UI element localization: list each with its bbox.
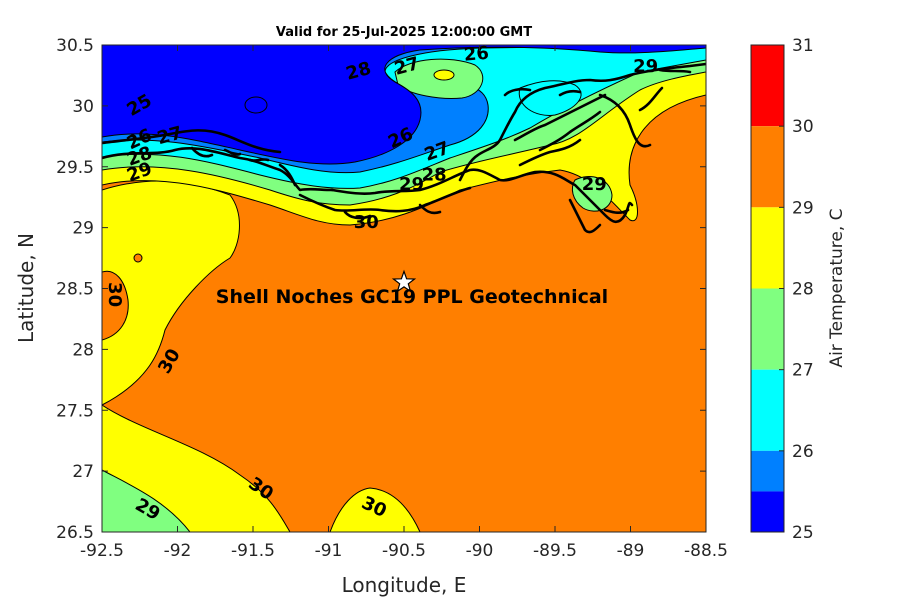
contour-label: 28	[422, 164, 447, 185]
contour-label: 26	[463, 43, 490, 66]
x-tick-label: -92	[164, 541, 192, 561]
temp-field-orange-lobe	[102, 270, 129, 341]
colorbar-band	[751, 288, 784, 370]
colorbar-tick-label: 30	[792, 117, 814, 137]
x-axis-ticks: -92.5 -92 -91.5 -91 -90.5 -90 -89.5 -89 -88.5	[80, 45, 728, 561]
y-tick-label: 30	[72, 97, 94, 117]
x-axis-label: Longitude, E	[342, 573, 467, 597]
colorbar-label: Air Temperature, C	[827, 208, 847, 367]
contour-label: 30	[354, 212, 379, 233]
colorbar-tick-label: 26	[792, 442, 814, 462]
colorbar-band	[751, 207, 784, 289]
site-label: Shell Noches GC19 PPL Geotechnical	[216, 286, 608, 308]
colorbar: 31 30 29 28 27 26 25	[750, 36, 814, 543]
y-tick-label: 27	[72, 462, 94, 482]
colorbar-band	[751, 126, 784, 208]
y-axis-ticks: 30.5 30 29.5 29 28.5 28 27.5 27 26.5	[56, 36, 706, 543]
x-tick-label: -92.5	[80, 541, 124, 561]
x-tick-label: -88.5	[684, 541, 728, 561]
temp-field-yellow-spot	[433, 69, 455, 81]
x-tick-label: -90.5	[382, 541, 426, 561]
temp-field-orange-spot	[133, 253, 143, 263]
x-tick-label: -91	[315, 541, 343, 561]
star-icon	[391, 269, 417, 293]
y-tick-label: 28	[72, 340, 94, 360]
x-tick-label: -89.5	[533, 541, 577, 561]
x-tick-label: -91.5	[231, 541, 275, 561]
colorbar-tick-label: 28	[792, 280, 814, 300]
temp-field-yellow-south	[329, 487, 421, 532]
temp-field-cyan-inland	[518, 80, 582, 116]
colorbar-band	[751, 369, 784, 451]
colorbar-tick-label: 29	[792, 198, 814, 218]
colorbar-band	[751, 491, 784, 532]
y-tick-label: 30.5	[56, 36, 94, 56]
colorbar-band	[751, 450, 784, 492]
contour-label: 29	[633, 56, 658, 77]
contour-label: 29	[399, 174, 424, 195]
site-marker-group	[391, 269, 417, 293]
colorbar-tick-label: 25	[792, 523, 814, 543]
y-tick-label: 29	[72, 219, 94, 239]
contour-label: 30	[104, 282, 125, 307]
y-tick-label: 28.5	[56, 280, 94, 300]
y-tick-label: 27.5	[56, 401, 94, 421]
temp-field-green-east	[571, 176, 613, 212]
coastline	[102, 62, 706, 234]
y-tick-label: 29.5	[56, 158, 94, 178]
colorbar-tick-label: 27	[792, 361, 814, 381]
y-axis-label: Latitude, N	[14, 233, 38, 343]
temp-field-contour-25-loop	[244, 96, 268, 114]
y-tick-label: 26.5	[56, 523, 94, 543]
colorbar-band	[751, 45, 784, 127]
map-title: Valid for 25-Jul-2025 12:00:00 GMT	[276, 25, 532, 40]
x-tick-label: -90	[466, 541, 494, 561]
contour-label: 29	[582, 174, 607, 195]
temp-field-blue-dark	[102, 45, 706, 165]
x-tick-label: -89	[617, 541, 645, 561]
colorbar-tick-label: 31	[792, 36, 814, 56]
